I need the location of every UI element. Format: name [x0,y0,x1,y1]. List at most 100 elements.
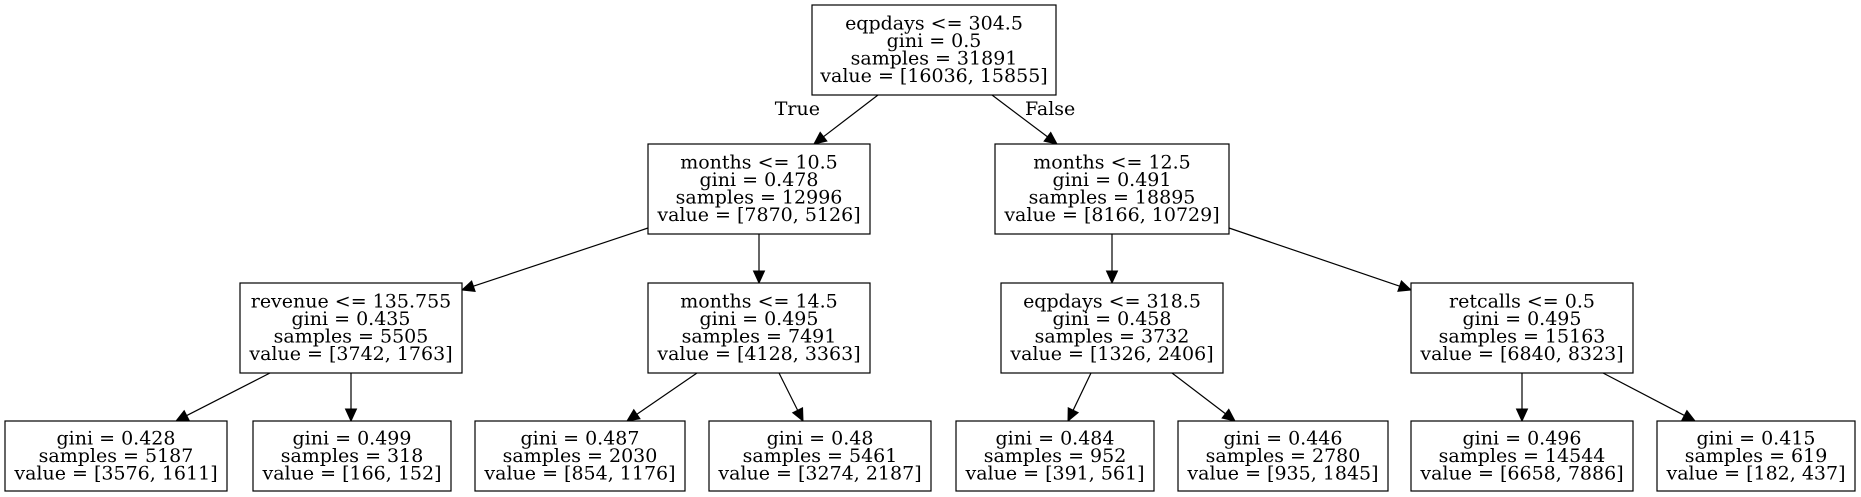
node-line: value = [4128, 3363] [656,343,860,365]
edge-n5-n11 [1067,372,1092,423]
edge-line [991,94,1048,138]
node-line: samples = 5187 [39,445,194,467]
node-line: samples = 18895 [1029,187,1196,209]
node-line: gini = 0.491 [1053,169,1172,191]
arrowhead-icon [1397,280,1413,292]
edge-line [473,227,649,287]
node-line: samples = 2780 [1206,445,1361,467]
node-box [1000,282,1224,374]
node-line: gini = 0.484 [996,427,1115,449]
arrowhead-icon [1067,407,1080,423]
node-line: samples = 15163 [1439,326,1606,348]
node-line: gini = 0.435 [292,308,411,330]
node-line: eqpdays <= 318.5 [1023,291,1201,313]
node-line: gini = 0.487 [521,427,640,449]
node-line: gini = 0.495 [700,308,819,330]
arrowhead-icon [752,270,766,285]
edge-n6-n14 [1602,372,1697,422]
node-line: value = [166, 152] [261,462,441,484]
node-line: value = [6840, 8323] [1419,343,1623,365]
arrowhead-icon [791,407,804,423]
node-line: gini = 0.495 [1463,308,1582,330]
edge-n0-n2: False [991,94,1075,145]
edge-line [823,94,879,138]
node-box [4,420,228,492]
arrowhead-icon [626,408,641,422]
edge-n5-n12 [1171,372,1236,422]
node-box [647,282,871,374]
edge-n2-n6 [1228,227,1413,292]
node-box [708,420,932,492]
edge-line [186,372,271,417]
arrowhead-icon [813,131,828,145]
node-line: revenue <= 135.755 [251,291,452,313]
node-line: samples = 5461 [743,445,898,467]
edge-line [1602,372,1685,416]
node-line: gini = 0.5 [887,30,982,52]
edge-line [636,372,698,415]
node-box [239,282,463,374]
edge-line [1171,372,1226,415]
edge-line [1072,372,1092,411]
edge-n2-n5 [1105,234,1119,285]
edges-layer: True False [174,94,1697,423]
arrowhead-icon [344,408,358,423]
node-line: value = [182, 437] [1665,462,1845,484]
node-box [811,4,1057,96]
node-line: months <= 14.5 [680,291,838,313]
node-line: gini = 0.428 [57,427,176,449]
node-line: value = [8166, 10729] [1003,204,1219,226]
node-line: months <= 10.5 [680,152,838,174]
edge-line [1228,227,1400,287]
node-line: gini = 0.415 [1697,427,1816,449]
node-line: value = [935, 1845] [1186,462,1378,484]
edge-n3-n8 [344,373,358,423]
node-box [1177,420,1389,492]
node-line: value = [16036, 15855] [819,65,1047,87]
arrowhead-icon [1043,131,1058,145]
arrowhead-icon [1681,409,1697,422]
edge-n0-n1: True [775,94,879,145]
node-box [1410,420,1634,492]
arrowhead-icon [174,409,190,422]
edge-label-false: False [1025,98,1075,120]
node-line: gini = 0.478 [700,169,819,191]
node-line: value = [854, 1176] [483,462,675,484]
node-box [1656,420,1856,492]
arrowhead-icon [1515,408,1529,423]
node-line: value = [1326, 2406] [1009,343,1213,365]
edge-n1-n4 [752,234,766,285]
node-line: gini = 0.496 [1463,427,1582,449]
node-line: samples = 318 [281,445,424,467]
arrowhead-icon [1221,408,1236,422]
node-line: value = [391, 561] [964,462,1144,484]
edge-label-true: True [775,98,820,120]
node-line: gini = 0.499 [293,427,412,449]
arrowhead-icon [460,280,476,293]
node-line: gini = 0.446 [1224,427,1343,449]
edge-n4-n9 [626,372,698,422]
node-line: samples = 7491 [682,326,837,348]
node-line: samples = 619 [1685,445,1828,467]
node-line: value = [7870, 5126] [656,204,860,226]
node-line: gini = 0.458 [1053,308,1172,330]
node-line: samples = 3732 [1035,326,1190,348]
node-box [474,420,686,492]
node-line: samples = 31891 [851,48,1018,70]
node-line: gini = 0.48 [767,427,874,449]
node-line: value = [3274, 2187] [717,462,921,484]
edge-n3-n7 [174,372,271,422]
